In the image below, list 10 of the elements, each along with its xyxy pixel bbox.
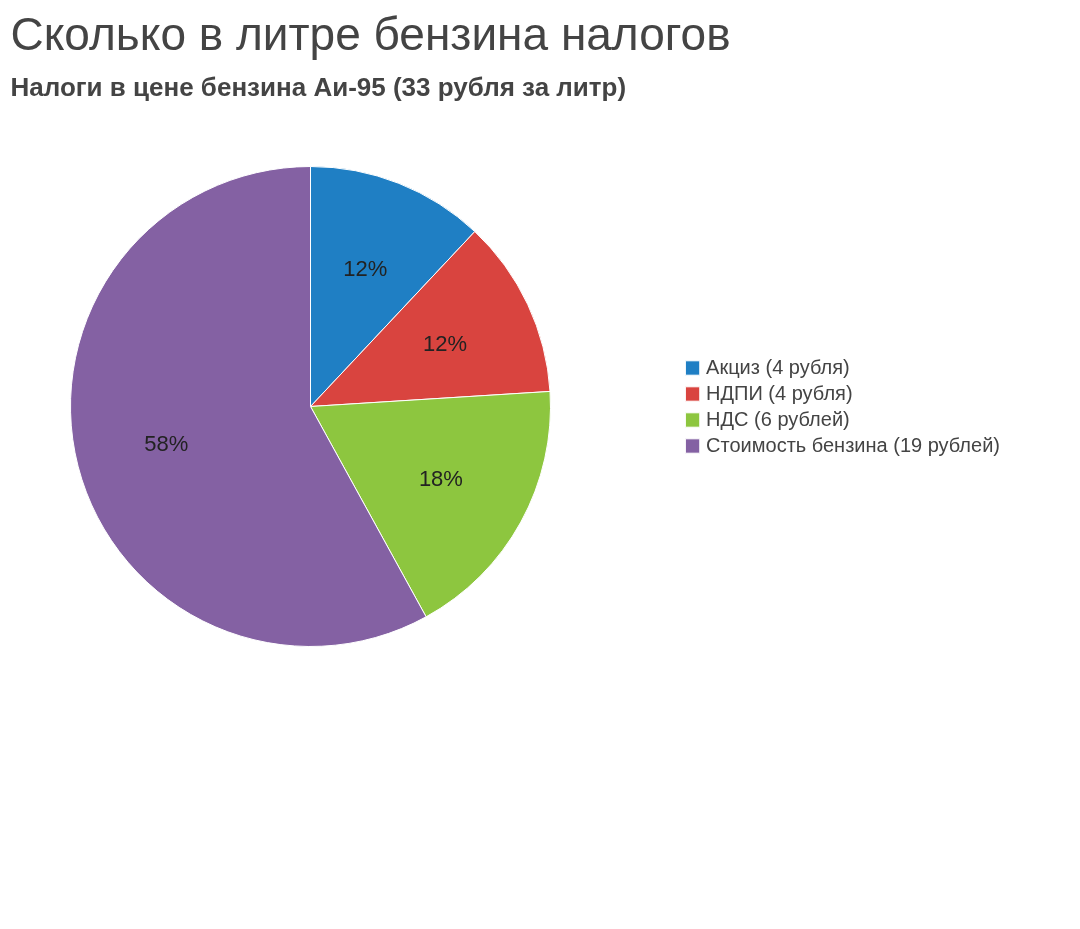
legend-label: Стоимость бензина (19 рублей): [706, 433, 1000, 457]
legend-label: НДПИ (4 рубля): [706, 381, 853, 405]
legend-label: НДС (6 рублей): [706, 407, 850, 431]
data-label: 18%: [418, 465, 463, 491]
legend-label: Акциз (4 рубля): [706, 355, 850, 379]
chart-subtitle: Налоги в цене бензина Аи-95 (33 рубля за литр): [10, 71, 627, 102]
chart-title: Сколько в литре бензина налогов: [10, 7, 731, 60]
data-label: 12%: [343, 255, 388, 281]
data-label: 58%: [144, 431, 189, 457]
data-label: 12%: [423, 330, 468, 356]
